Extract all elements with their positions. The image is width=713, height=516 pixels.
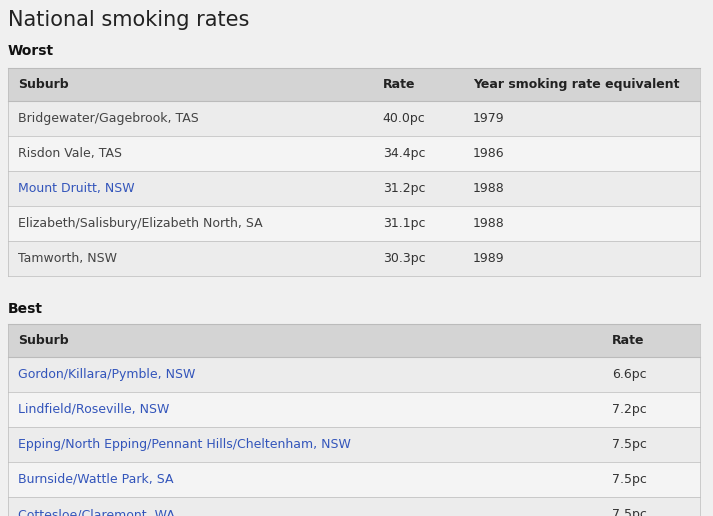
Text: 34.4pc: 34.4pc xyxy=(383,147,425,160)
Text: Risdon Vale, TAS: Risdon Vale, TAS xyxy=(18,147,122,160)
Text: Rate: Rate xyxy=(612,334,645,347)
Text: Suburb: Suburb xyxy=(18,334,68,347)
Text: National smoking rates: National smoking rates xyxy=(8,10,250,30)
Text: Rate: Rate xyxy=(383,78,415,91)
Text: 7.5pc: 7.5pc xyxy=(612,438,647,451)
Text: 1979: 1979 xyxy=(473,112,504,125)
Text: 40.0pc: 40.0pc xyxy=(383,112,426,125)
Bar xyxy=(8,462,700,497)
Text: Mount Druitt, NSW: Mount Druitt, NSW xyxy=(18,182,135,195)
Text: 1989: 1989 xyxy=(473,252,504,265)
Text: Burnside/Wattle Park, SA: Burnside/Wattle Park, SA xyxy=(18,473,173,486)
Text: 30.3pc: 30.3pc xyxy=(383,252,426,265)
Bar xyxy=(8,357,700,392)
Text: 6.6pc: 6.6pc xyxy=(612,368,647,381)
Text: 31.2pc: 31.2pc xyxy=(383,182,425,195)
Bar xyxy=(8,241,700,276)
Bar xyxy=(8,68,700,101)
Text: 1988: 1988 xyxy=(473,182,504,195)
Text: 7.2pc: 7.2pc xyxy=(612,403,647,416)
Bar xyxy=(8,324,700,357)
Text: 7.5pc: 7.5pc xyxy=(612,508,647,516)
Bar xyxy=(8,101,700,136)
Text: Year smoking rate equivalent: Year smoking rate equivalent xyxy=(473,78,679,91)
Text: Suburb: Suburb xyxy=(18,78,68,91)
Text: 7.5pc: 7.5pc xyxy=(612,473,647,486)
Text: Tamworth, NSW: Tamworth, NSW xyxy=(18,252,117,265)
Text: Bridgewater/Gagebrook, TAS: Bridgewater/Gagebrook, TAS xyxy=(18,112,199,125)
Text: 1986: 1986 xyxy=(473,147,504,160)
Text: Cottesloe/Claremont, WA: Cottesloe/Claremont, WA xyxy=(18,508,175,516)
Text: Epping/North Epping/Pennant Hills/Cheltenham, NSW: Epping/North Epping/Pennant Hills/Chelte… xyxy=(18,438,351,451)
Bar xyxy=(8,392,700,427)
Text: Worst: Worst xyxy=(8,44,54,58)
Bar xyxy=(8,171,700,206)
Bar xyxy=(8,136,700,171)
Text: Gordon/Killara/Pymble, NSW: Gordon/Killara/Pymble, NSW xyxy=(18,368,195,381)
Text: 31.1pc: 31.1pc xyxy=(383,217,425,230)
Text: 1988: 1988 xyxy=(473,217,504,230)
Bar xyxy=(8,427,700,462)
Bar xyxy=(8,206,700,241)
Text: Elizabeth/Salisbury/Elizabeth North, SA: Elizabeth/Salisbury/Elizabeth North, SA xyxy=(18,217,262,230)
Text: Best: Best xyxy=(8,302,43,316)
Text: Lindfield/Roseville, NSW: Lindfield/Roseville, NSW xyxy=(18,403,170,416)
Bar xyxy=(8,497,700,516)
